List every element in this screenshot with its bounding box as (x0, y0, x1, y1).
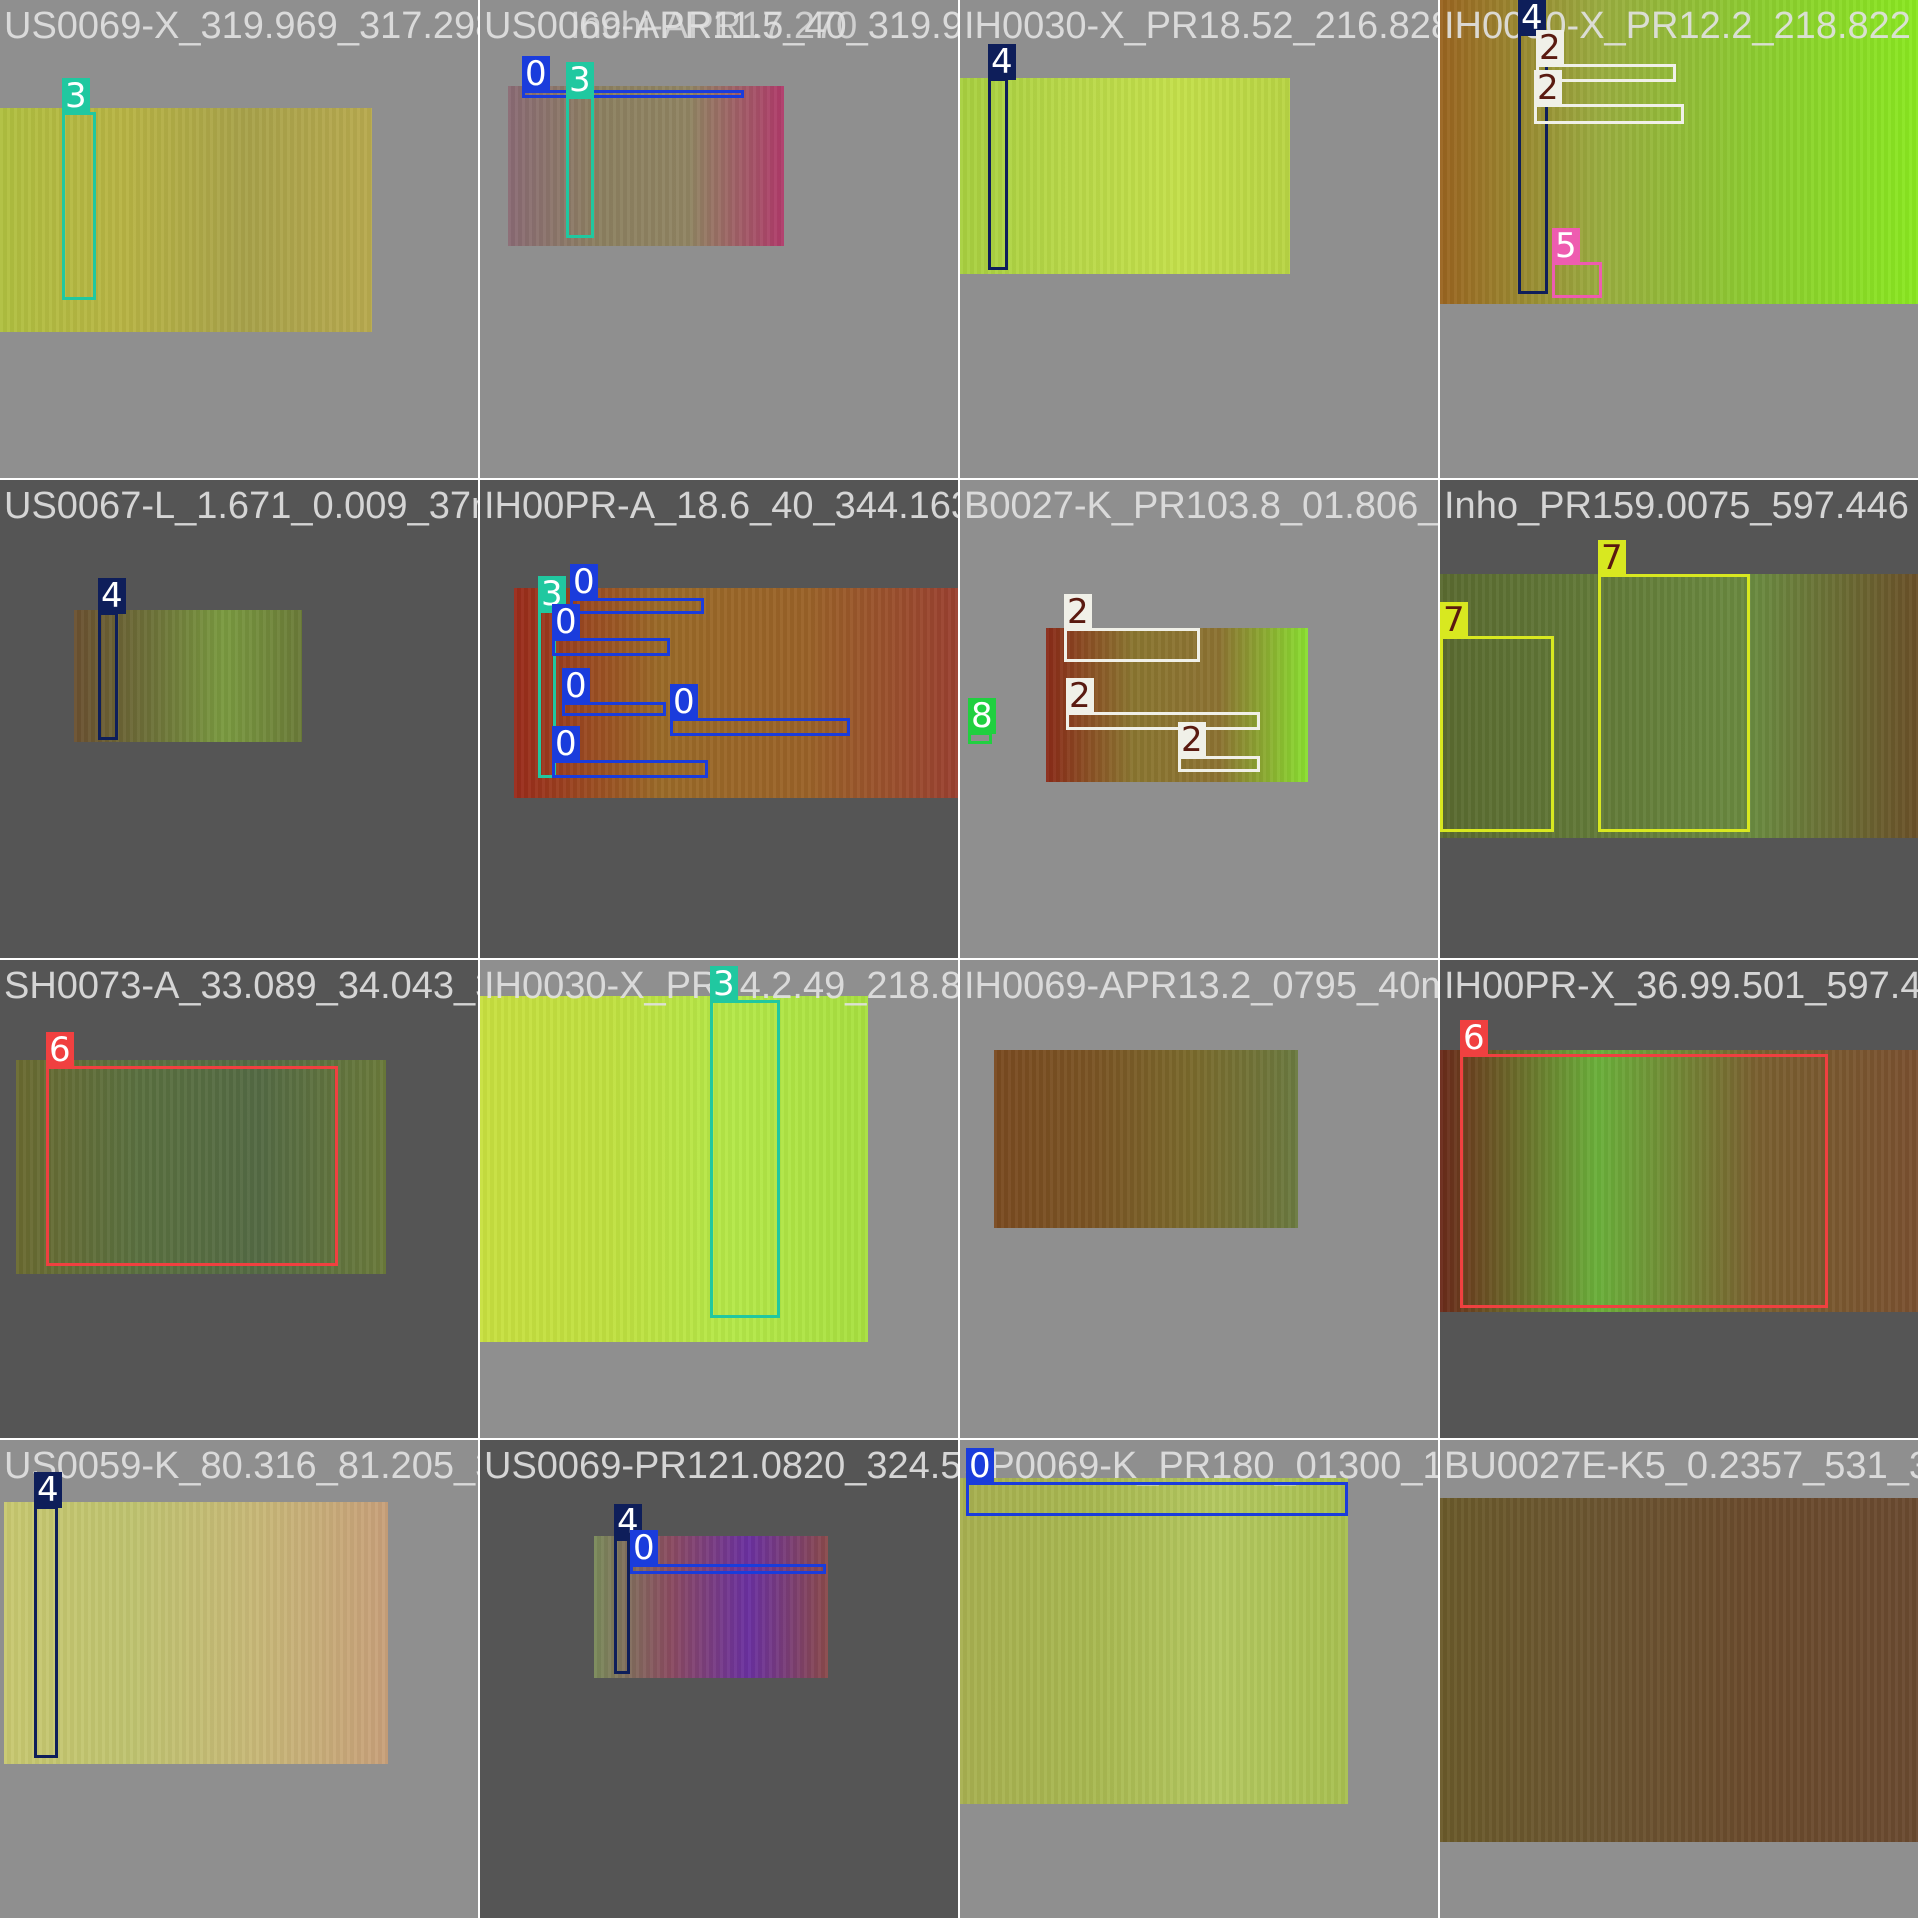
detection-box (1552, 262, 1602, 298)
sample-image (74, 610, 302, 742)
sample-image (1440, 574, 1918, 838)
detection-box (34, 1506, 58, 1758)
tile-filename-label: IH0030-X_PR12.2_218.822 (1444, 5, 1911, 47)
detection-class-tag: 0 (966, 1448, 994, 1484)
detection-box (1598, 574, 1750, 832)
sample-image (1440, 1050, 1918, 1312)
detection-box (552, 638, 670, 656)
sample-image (16, 1060, 386, 1274)
detection-class-tag: 0 (670, 684, 698, 720)
mosaic-tile: US0069-PR121.0820_324.577 4 0 (480, 1440, 958, 1918)
mosaic-tile: US0069-X_319.969_317.298 3 (0, 0, 478, 478)
mosaic-tile: IH0030-X_PR12.2_218.822 4 2 2 5 (1440, 0, 1918, 478)
detection-class-tag: 0 (570, 564, 598, 600)
mosaic-tile: SH0073-A_33.089_34.043_37mm 6 (0, 960, 478, 1438)
mosaic-tile: IH0030-X_PR18.52_216.828 4 (960, 0, 1438, 478)
detection-box (98, 612, 118, 740)
detection-box (710, 1000, 780, 1318)
detection-box (670, 718, 850, 736)
tile-filename-label: SP0069-K_PR180_01300_19mm (964, 1445, 1438, 1487)
detection-box (630, 1564, 826, 1574)
tile-filename-label: Inho_PR159.0075_597.446 (1444, 485, 1909, 527)
detection-class-tag: 7 (1598, 540, 1626, 576)
sample-image (994, 1050, 1298, 1228)
mosaic-tile: SP0069-K_PR180_01300_19mm0 (960, 1440, 1438, 1918)
sample-image (4, 1502, 388, 1764)
tile-filename-label: IH00PR-A_18.6_40_344.163 (484, 485, 958, 527)
sample-image (960, 1478, 1348, 1804)
detection-class-tag: 2 (1064, 594, 1092, 630)
mosaic-tile: US0069-APR11.5_40_319.966 Inchi-APR17.270… (480, 0, 958, 478)
detection-box (62, 112, 96, 300)
detection-box (46, 1066, 338, 1266)
mosaic-tile: US0059-K_80.316_81.205_38mm4 (0, 1440, 478, 1918)
detection-class-tag: 4 (98, 578, 126, 614)
detection-box (552, 760, 708, 778)
detection-class-tag: 6 (46, 1032, 74, 1068)
mosaic-tile: IH0069-APR13.2_0795_40mm (960, 960, 1438, 1438)
sample-image (960, 78, 1290, 274)
detection-box (614, 1538, 630, 1674)
detection-class-tag: 0 (522, 56, 550, 92)
detection-box (988, 78, 1008, 270)
tile-filename-label: IH0069-APR13.2_0795_40mm (964, 965, 1438, 1007)
detection-class-tag: 8 (968, 698, 996, 734)
detection-box (1064, 628, 1200, 662)
detection-box (1460, 1054, 1828, 1308)
detection-class-tag: 0 (552, 726, 580, 762)
sample-image (1440, 1498, 1918, 1842)
tile-background (480, 1440, 958, 1918)
sample-image (480, 996, 868, 1342)
mosaic-tile: US0067-L_1.671_0.009_37mm 4 (0, 480, 478, 958)
detection-class-tag: 4 (34, 1472, 62, 1508)
detection-box (562, 702, 666, 716)
tile-filename-label-overlap: Inchi-APR17.270 (570, 5, 858, 47)
tile-filename-label: IH00PR-X_36.99.501_597.446 (1444, 965, 1918, 1007)
detection-class-tag: 2 (1066, 678, 1094, 714)
detection-class-tag: 0 (562, 668, 590, 704)
detection-box (1440, 636, 1554, 832)
detection-class-tag: 0 (630, 1530, 658, 1566)
tile-filename-label: SH0073-A_33.089_34.043_37mm (4, 965, 478, 1007)
detection-box (522, 90, 744, 98)
detection-box (1178, 756, 1260, 772)
tile-filename-label: US0069-PR121.0820_324.577 (484, 1445, 958, 1487)
tile-filename-label: US0059-K_80.316_81.205_38mm (4, 1445, 478, 1487)
mosaic-tile: BU0027E-K5_0.2357_531_37 (1440, 1440, 1918, 1918)
detection-class-tag: 3 (62, 78, 90, 114)
detection-class-tag: 4 (988, 44, 1016, 80)
detection-box (1066, 712, 1260, 730)
detection-class-tag: 6 (1460, 1020, 1488, 1056)
detection-box (966, 1482, 1348, 1516)
detection-class-tag: 5 (1552, 228, 1580, 264)
detection-class-tag: 4 (1518, 0, 1546, 36)
tile-filename-label: B0027-K_PR103.8_01.806_27mm (964, 485, 1438, 527)
mosaic-tile: Inho_PR159.0075_597.446 7 7 (1440, 480, 1918, 958)
detection-class-tag: 2 (1536, 30, 1564, 66)
mosaic-tile: B0027-K_PR103.8_01.806_27mm 2 2 8 2 (960, 480, 1438, 958)
tile-filename-label: BU0027E-K5_0.2357_531_37 (1444, 1445, 1918, 1487)
detection-class-tag: 3 (566, 62, 594, 98)
detection-box (1534, 104, 1684, 124)
tile-filename-label: IH0030-X_PR18.52_216.828 (964, 5, 1438, 47)
detection-class-tag: 2 (1534, 70, 1562, 106)
tile-filename-label: US0069-APR11.5_40_319.966 (484, 5, 958, 47)
tile-filename-label: US0069-X_319.969_317.298 (4, 5, 478, 47)
detection-class-tag: 3 (710, 966, 738, 1002)
detection-box (566, 96, 594, 238)
tile-filename-label: US0067-L_1.671_0.009_37mm (4, 485, 478, 527)
detection-class-tag: 2 (1178, 722, 1206, 758)
mosaic-tile: IH00PR-A_18.6_40_344.163 3 0 0 0 0 0 (480, 480, 958, 958)
sample-image (0, 108, 372, 332)
mosaic-tile: IH00PR-X_36.99.501_597.446 6 (1440, 960, 1918, 1438)
sample-image (508, 86, 784, 246)
detection-class-tag: 7 (1440, 602, 1468, 638)
mosaic-tile: IH0030-X_PR24.2.49_218.8223 (480, 960, 958, 1438)
detection-class-tag: 0 (552, 604, 580, 640)
